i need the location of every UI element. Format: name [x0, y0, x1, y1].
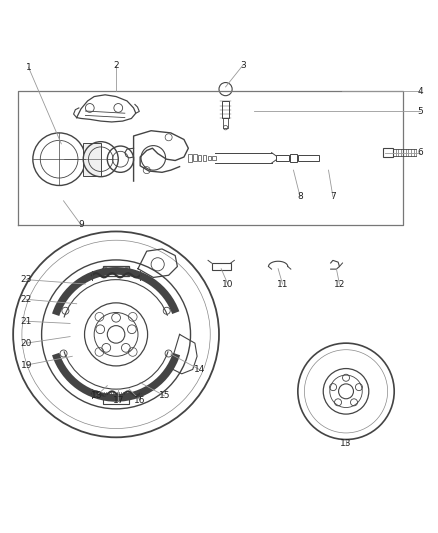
Bar [222, 101, 229, 118]
Text: 12: 12 [334, 279, 345, 288]
Text: 10: 10 [222, 279, 233, 288]
Bar [198, 155, 201, 161]
Text: 2: 2 [113, 61, 119, 69]
Text: 18: 18 [91, 391, 102, 400]
Text: 1: 1 [25, 63, 32, 72]
Text: 20: 20 [21, 338, 32, 348]
Text: 22: 22 [21, 295, 32, 304]
Bar [103, 265, 129, 276]
Text: 15: 15 [159, 391, 170, 400]
Bar [208, 156, 211, 160]
Bar [223, 118, 228, 128]
Bar [290, 154, 297, 162]
Bar [103, 395, 129, 403]
Text: 4: 4 [418, 87, 423, 96]
Text: 16: 16 [134, 395, 146, 405]
Text: 17: 17 [113, 395, 124, 405]
Text: 23: 23 [21, 275, 32, 284]
Text: 11: 11 [277, 279, 288, 288]
Bar [188, 154, 192, 162]
Text: 13: 13 [340, 439, 352, 448]
Text: 21: 21 [21, 317, 32, 326]
Bar [383, 148, 393, 157]
Bar [212, 263, 231, 270]
Bar [276, 155, 289, 160]
Bar [298, 155, 319, 160]
Text: 8: 8 [297, 192, 303, 201]
Bar [212, 156, 216, 159]
Text: 19: 19 [21, 360, 32, 369]
Bar [193, 155, 197, 161]
Text: 9: 9 [78, 220, 84, 229]
Text: 3: 3 [240, 61, 246, 69]
Text: 14: 14 [194, 365, 205, 374]
Text: 7: 7 [330, 192, 336, 201]
Text: 5: 5 [417, 107, 424, 116]
Bar [203, 155, 206, 160]
Bar [83, 142, 101, 176]
Text: 6: 6 [417, 148, 424, 157]
